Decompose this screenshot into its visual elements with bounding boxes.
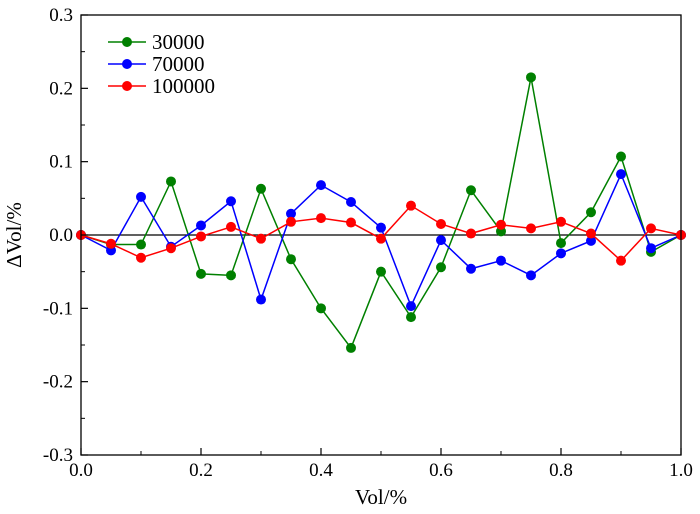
data-point-70000 bbox=[256, 294, 266, 305]
data-point-30000 bbox=[166, 176, 176, 187]
data-point-30000 bbox=[406, 312, 416, 323]
series-layer bbox=[76, 72, 686, 353]
data-point-30000 bbox=[346, 342, 356, 353]
data-point-30000 bbox=[616, 151, 626, 162]
legend-label-70000: 70000 bbox=[152, 52, 205, 76]
data-point-70000 bbox=[496, 255, 506, 266]
legend-label-30000: 30000 bbox=[152, 30, 205, 54]
data-point-70000 bbox=[436, 235, 446, 246]
y-tick-label: 0.1 bbox=[49, 152, 73, 173]
data-point-70000 bbox=[136, 191, 146, 202]
x-tick-label: 0.8 bbox=[549, 460, 573, 481]
data-point-100000 bbox=[196, 231, 206, 242]
data-point-100000 bbox=[256, 233, 266, 244]
data-point-70000 bbox=[346, 197, 356, 207]
data-point-30000 bbox=[586, 207, 596, 218]
data-point-70000 bbox=[556, 248, 566, 259]
y-tick-label: 0.2 bbox=[49, 78, 73, 99]
data-point-30000 bbox=[466, 185, 476, 196]
data-point-70000 bbox=[616, 169, 626, 180]
data-point-100000 bbox=[286, 216, 296, 227]
data-point-100000 bbox=[106, 238, 116, 249]
x-tick-label: 0.4 bbox=[309, 460, 333, 481]
data-point-30000 bbox=[556, 238, 566, 249]
data-point-70000 bbox=[466, 263, 476, 274]
legend-marker-100000 bbox=[122, 81, 132, 91]
x-tick-label: 1.0 bbox=[669, 460, 693, 481]
data-point-30000 bbox=[196, 268, 206, 279]
data-point-70000 bbox=[406, 301, 416, 312]
data-point-70000 bbox=[196, 220, 206, 231]
data-point-100000 bbox=[646, 223, 656, 234]
data-point-100000 bbox=[346, 217, 356, 228]
y-tick-label: 0.0 bbox=[49, 225, 73, 246]
data-point-100000 bbox=[496, 219, 506, 230]
data-point-100000 bbox=[466, 228, 476, 239]
y-tick-label: 0.3 bbox=[49, 5, 73, 26]
x-axis-title: Vol/% bbox=[355, 485, 407, 509]
x-tick-label: 0.6 bbox=[429, 460, 453, 481]
y-tick-label: -0.2 bbox=[43, 372, 73, 393]
data-point-100000 bbox=[136, 252, 146, 263]
data-point-100000 bbox=[166, 243, 176, 254]
data-point-70000 bbox=[286, 208, 296, 219]
data-point-30000 bbox=[436, 262, 446, 273]
series-100000 bbox=[76, 200, 686, 266]
data-point-100000 bbox=[406, 200, 416, 211]
data-point-30000 bbox=[256, 183, 266, 194]
data-point-30000 bbox=[526, 72, 536, 83]
x-tick-label: 0.2 bbox=[189, 460, 213, 481]
legend-label-100000: 100000 bbox=[152, 74, 215, 98]
data-point-100000 bbox=[376, 233, 386, 244]
data-point-70000 bbox=[646, 243, 656, 254]
data-point-70000 bbox=[526, 270, 536, 281]
data-point-70000 bbox=[586, 235, 596, 246]
legend-marker-70000 bbox=[122, 59, 132, 69]
y-tick-label: -0.1 bbox=[43, 298, 73, 319]
data-point-100000 bbox=[616, 255, 626, 266]
x-tick-label: 0.0 bbox=[69, 460, 93, 481]
data-point-30000 bbox=[286, 254, 296, 265]
data-point-100000 bbox=[316, 213, 326, 224]
data-point-30000 bbox=[316, 303, 326, 314]
data-point-30000 bbox=[376, 266, 386, 277]
data-point-30000 bbox=[226, 270, 236, 281]
data-point-30000 bbox=[136, 239, 146, 250]
data-point-100000 bbox=[436, 219, 446, 229]
data-point-100000 bbox=[526, 223, 536, 234]
data-point-70000 bbox=[316, 180, 326, 191]
y-tick-label: -0.3 bbox=[43, 445, 73, 466]
data-point-100000 bbox=[556, 216, 566, 227]
legend-marker-30000 bbox=[122, 37, 132, 47]
data-point-70000 bbox=[376, 222, 386, 233]
y-axis-title: ΔVol/% bbox=[2, 202, 26, 268]
data-point-70000 bbox=[226, 196, 236, 207]
data-point-100000 bbox=[586, 228, 596, 239]
tick-layer: 0.0 0.2 0.4 0.6 0.8 1.0 0.3 0.2 0.1 0.0 -0.1 -0.2 -0… bbox=[43, 5, 693, 481]
data-point-100000 bbox=[226, 221, 236, 232]
